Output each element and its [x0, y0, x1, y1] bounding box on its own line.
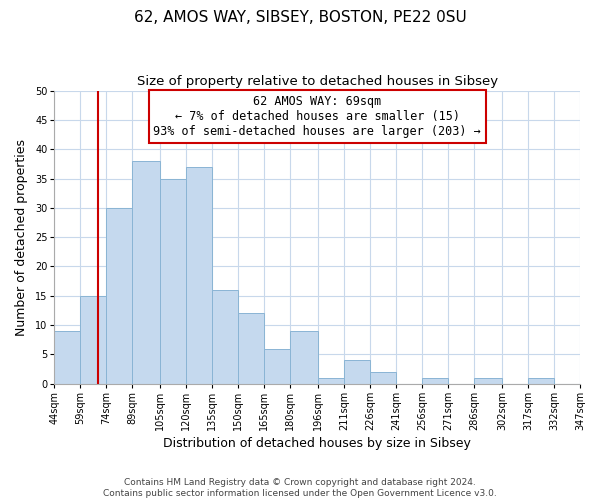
Text: Contains HM Land Registry data © Crown copyright and database right 2024.
Contai: Contains HM Land Registry data © Crown c…: [103, 478, 497, 498]
Bar: [370, 372, 396, 384]
Bar: [106, 208, 133, 384]
Title: Size of property relative to detached houses in Sibsey: Size of property relative to detached ho…: [137, 75, 498, 88]
Bar: [264, 348, 290, 384]
Bar: [212, 290, 238, 384]
Bar: [55, 331, 80, 384]
Bar: [580, 378, 600, 384]
Bar: [238, 314, 264, 384]
Bar: [528, 378, 554, 384]
Bar: [133, 161, 160, 384]
Y-axis label: Number of detached properties: Number of detached properties: [15, 138, 28, 336]
Bar: [160, 178, 186, 384]
Text: 62, AMOS WAY, SIBSEY, BOSTON, PE22 0SU: 62, AMOS WAY, SIBSEY, BOSTON, PE22 0SU: [134, 10, 466, 25]
X-axis label: Distribution of detached houses by size in Sibsey: Distribution of detached houses by size …: [163, 437, 471, 450]
Bar: [474, 378, 502, 384]
Bar: [290, 331, 318, 384]
Bar: [80, 296, 106, 384]
Bar: [186, 167, 212, 384]
Bar: [344, 360, 370, 384]
Bar: [318, 378, 344, 384]
Bar: [422, 378, 448, 384]
Text: 62 AMOS WAY: 69sqm
← 7% of detached houses are smaller (15)
93% of semi-detached: 62 AMOS WAY: 69sqm ← 7% of detached hous…: [154, 95, 481, 138]
